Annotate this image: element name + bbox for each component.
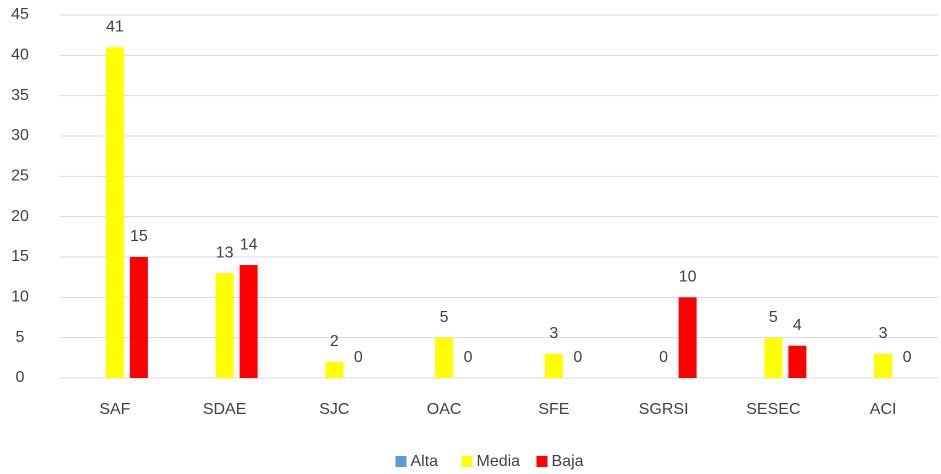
- data-label: 10: [679, 269, 697, 286]
- x-tick-label: SDAE: [203, 401, 247, 418]
- data-label: 5: [440, 309, 449, 326]
- data-label: 14: [240, 236, 258, 253]
- legend-swatch: [395, 456, 407, 467]
- x-tick-label: ACI: [870, 401, 897, 418]
- legend-label: Media: [477, 453, 521, 470]
- data-label: 0: [354, 349, 363, 366]
- x-tick-label: SFE: [538, 401, 569, 418]
- bar: [129, 257, 148, 378]
- x-tick-label: SESEC: [746, 401, 800, 418]
- y-tick-label: 5: [16, 329, 25, 346]
- data-label: 0: [659, 349, 668, 366]
- x-tick-label: OAC: [427, 401, 462, 418]
- bar: [544, 353, 563, 378]
- bar: [325, 361, 344, 378]
- y-tick-label: 35: [11, 87, 29, 104]
- y-tick-label: 15: [11, 248, 29, 265]
- legend-swatch: [536, 456, 548, 467]
- data-label: 0: [573, 349, 582, 366]
- data-label: 0: [464, 349, 473, 366]
- bar: [435, 337, 454, 378]
- data-label: 0: [903, 349, 912, 366]
- data-label: 2: [330, 333, 339, 350]
- y-tick-label: 40: [11, 47, 29, 64]
- y-tick-label: 0: [16, 369, 25, 386]
- y-tick-label: 10: [11, 289, 29, 306]
- bar: [239, 265, 258, 378]
- data-label: 4: [793, 317, 802, 334]
- bar: [105, 47, 124, 379]
- legend-label: Baja: [552, 453, 584, 470]
- bar: [678, 297, 697, 378]
- data-label: 3: [879, 325, 888, 342]
- bar: [788, 345, 807, 378]
- data-label: 41: [106, 18, 124, 35]
- bar: [874, 353, 893, 378]
- x-tick-label: SAF: [99, 401, 130, 418]
- data-label: 3: [549, 325, 558, 342]
- legend-swatch: [461, 456, 473, 467]
- legend-label: Alta: [411, 453, 439, 470]
- y-tick-label: 20: [11, 208, 29, 225]
- data-label: 13: [216, 244, 234, 261]
- x-tick-label: SJC: [319, 401, 349, 418]
- x-tick-label: SGRSI: [639, 401, 689, 418]
- y-tick-label: 25: [11, 168, 29, 185]
- bar: [215, 273, 234, 378]
- y-tick-label: 30: [11, 127, 29, 144]
- data-label: 5: [769, 309, 778, 326]
- bar: [764, 337, 783, 378]
- y-tick-label: 45: [11, 6, 29, 23]
- data-label: 15: [130, 228, 148, 245]
